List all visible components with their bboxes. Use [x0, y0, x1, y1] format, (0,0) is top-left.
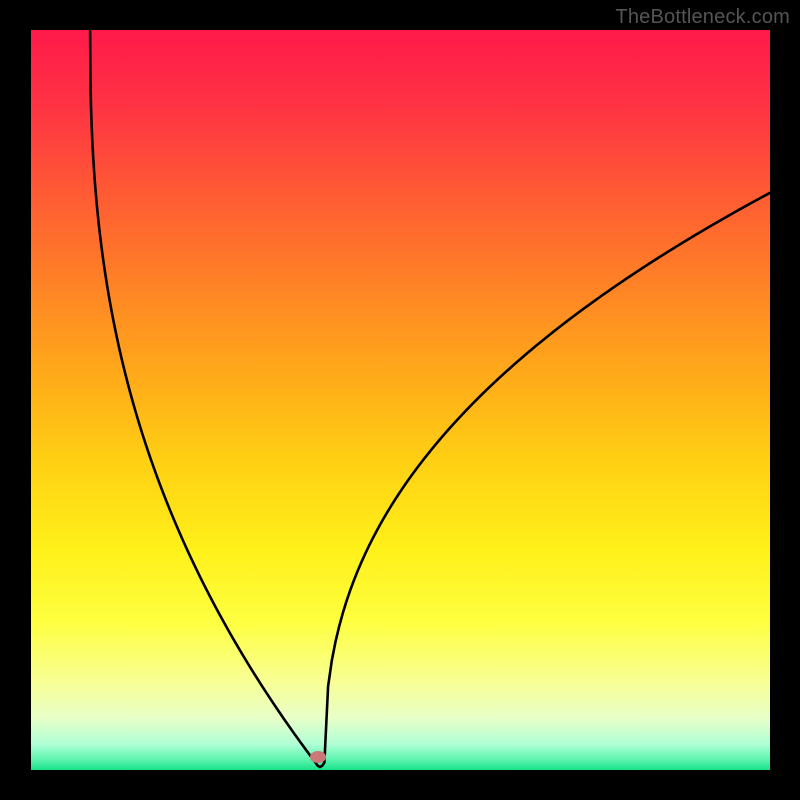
- curve-layer: [31, 30, 770, 770]
- optimal-marker: [310, 751, 326, 763]
- figure-root: TheBottleneck.com: [0, 0, 800, 800]
- bottleneck-curve: [90, 30, 770, 767]
- chart-panel: [31, 30, 770, 770]
- watermark-text: TheBottleneck.com: [615, 6, 790, 29]
